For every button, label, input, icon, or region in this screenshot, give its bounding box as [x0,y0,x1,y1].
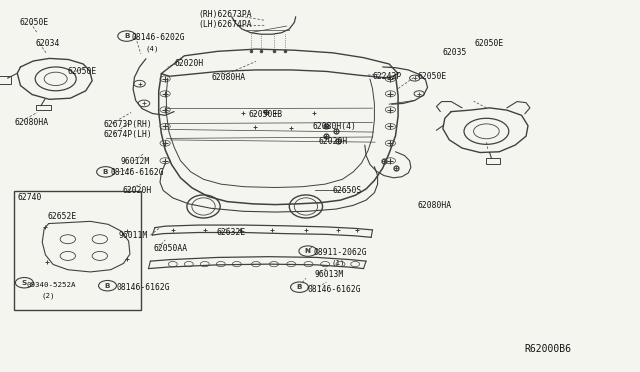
Text: (RH)62673PA: (RH)62673PA [198,10,252,19]
Text: 62632E: 62632E [216,228,246,237]
Bar [14,191,141,310]
Text: 62080HA: 62080HA [211,73,245,81]
Text: B: B [297,284,302,290]
Text: 62050AA: 62050AA [154,244,188,253]
Text: 62080HA: 62080HA [14,118,48,126]
Text: B: B [105,283,110,289]
Text: 62020H: 62020H [319,137,348,146]
Text: 09340-5252A: 09340-5252A [27,282,76,288]
Text: 62652E: 62652E [48,212,77,221]
Text: (LH)62674PA: (LH)62674PA [198,20,252,29]
Text: (2): (2) [42,292,55,299]
Text: 62674P(LH): 62674P(LH) [104,130,152,139]
Text: B: B [124,33,129,39]
Bar [486,158,500,164]
Bar [0,76,11,84]
Text: S: S [22,280,27,286]
Text: 62035: 62035 [443,48,467,57]
Text: 08146-6202G: 08146-6202G [131,33,185,42]
Text: 62034: 62034 [35,39,60,48]
Text: 96013M: 96013M [315,270,344,279]
Text: 62650S: 62650S [333,186,362,195]
Text: 62740: 62740 [18,193,42,202]
Text: 62020H: 62020H [174,60,204,68]
Text: 62080H(4): 62080H(4) [312,122,356,131]
Text: 62080HA: 62080HA [417,201,451,210]
Text: 62050E: 62050E [475,39,504,48]
Text: (1): (1) [332,259,345,266]
Text: 08146-6162G: 08146-6162G [307,285,361,294]
Text: R62000B6: R62000B6 [525,344,572,354]
Text: 62020H: 62020H [123,186,152,195]
Bar [36,105,51,110]
Text: 62050E: 62050E [417,72,447,81]
Text: 08146-6162G: 08146-6162G [110,169,164,177]
Text: 62050E: 62050E [67,67,97,76]
Text: 96012M: 96012M [120,157,150,166]
Text: B: B [103,169,108,175]
Text: N: N [305,248,311,254]
Text: 96011M: 96011M [118,231,148,240]
Text: 62673P(RH): 62673P(RH) [104,120,152,129]
Text: 62050E: 62050E [19,18,49,27]
Text: 62242P: 62242P [372,72,402,81]
Text: 08911-2062G: 08911-2062G [314,248,367,257]
Text: 62050EB: 62050EB [248,110,282,119]
Text: 08146-6162G: 08146-6162G [116,283,170,292]
Text: (4): (4) [146,45,159,52]
